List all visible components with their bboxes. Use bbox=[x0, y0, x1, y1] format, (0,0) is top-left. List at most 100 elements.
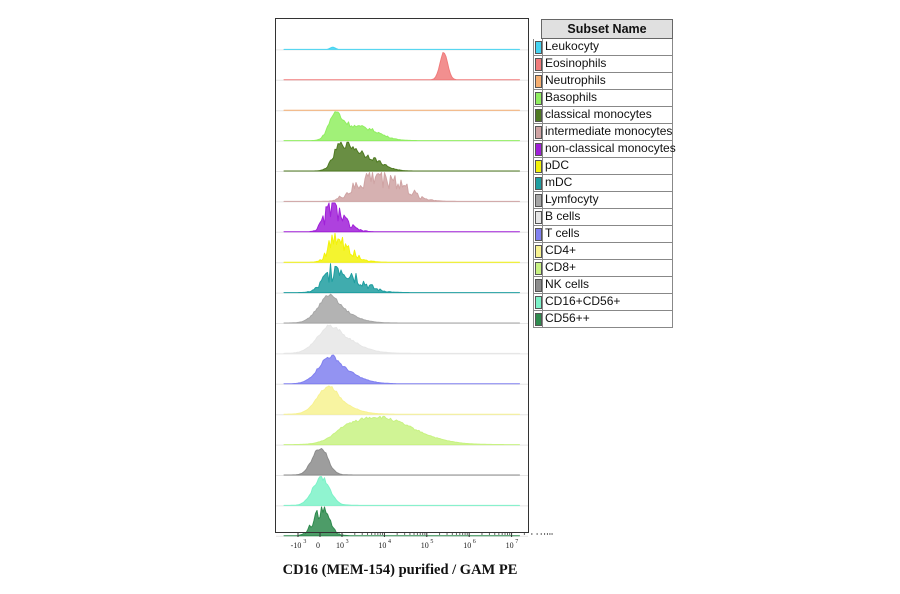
histogram-area bbox=[283, 141, 520, 172]
x-tick-label: 10 bbox=[463, 541, 471, 550]
histogram-area bbox=[283, 385, 520, 415]
histogram-area bbox=[283, 46, 520, 50]
histogram-nk-cells bbox=[276, 448, 528, 476]
histogram-area bbox=[283, 506, 520, 537]
histogram-non-classical-monocytes bbox=[276, 202, 528, 233]
histogram-area bbox=[283, 172, 520, 202]
histogram-area bbox=[283, 476, 520, 506]
legend-swatch bbox=[535, 211, 542, 224]
legend-swatch bbox=[535, 41, 542, 54]
legend-rows: Leukocyty Eosinophils Neutrophils Basophils… bbox=[533, 39, 676, 328]
legend-label: CD8+ bbox=[542, 260, 672, 276]
legend-item: pDC bbox=[533, 158, 673, 175]
histogram-area bbox=[283, 415, 520, 446]
legend-swatch bbox=[535, 92, 542, 105]
legend-swatch bbox=[535, 228, 542, 241]
legend-item: non-classical monocytes bbox=[533, 141, 676, 158]
legend-swatch bbox=[535, 262, 542, 275]
legend-item: CD56++ bbox=[533, 311, 673, 328]
legend-label: classical monocytes bbox=[542, 107, 672, 123]
plot-frame bbox=[275, 18, 529, 533]
histogram-basophils bbox=[276, 111, 528, 142]
histogram-area bbox=[283, 293, 520, 324]
legend-item: CD16+CD56+ bbox=[533, 294, 673, 311]
legend-item: Leukocyty bbox=[533, 39, 673, 56]
histogram-cd56- bbox=[276, 506, 528, 537]
x-tick-label: 10 bbox=[421, 541, 429, 550]
legend-title: Subset Name bbox=[541, 19, 673, 39]
legend-swatch bbox=[535, 279, 542, 292]
legend-item: intermediate monocytes bbox=[533, 124, 673, 141]
histogram-pdc bbox=[276, 232, 528, 264]
legend-item: B cells bbox=[533, 209, 673, 226]
legend-swatch bbox=[535, 296, 542, 309]
legend-swatch bbox=[535, 313, 542, 326]
histogram-leukocyty bbox=[276, 46, 528, 51]
legend-label: mDC bbox=[542, 175, 672, 191]
legend-item: mDC bbox=[533, 175, 673, 192]
legend-swatch bbox=[535, 58, 542, 71]
histogram-area bbox=[283, 202, 520, 233]
x-axis: -10 3 0 10 3 10 4 10 5 10 6 10 7 bbox=[291, 533, 553, 550]
legend-label: NK cells bbox=[542, 277, 672, 293]
legend-label: Eosinophils bbox=[542, 56, 672, 72]
legend-item: Eosinophils bbox=[533, 56, 673, 73]
legend-label: CD16+CD56+ bbox=[542, 294, 672, 310]
legend-label: CD4+ bbox=[542, 243, 672, 259]
histogram-t-cells bbox=[276, 354, 528, 385]
histogram-area bbox=[283, 263, 520, 294]
legend-label: non-classical monocytes bbox=[542, 141, 676, 157]
legend-item: T cells bbox=[533, 226, 673, 243]
x-tick-exponent: 3 bbox=[303, 539, 306, 545]
histogram-area bbox=[283, 354, 520, 385]
histogram-cd4- bbox=[276, 385, 528, 416]
legend-swatch bbox=[535, 143, 542, 156]
legend-swatch bbox=[535, 109, 542, 122]
legend-swatch bbox=[535, 160, 542, 173]
legend-item: Neutrophils bbox=[533, 73, 673, 90]
histogram-b-cells bbox=[276, 324, 528, 355]
histogram-mdc bbox=[276, 263, 528, 294]
legend-label: Leukocyty bbox=[542, 39, 672, 55]
legend-label: Basophils bbox=[542, 90, 672, 106]
histogram-cd8- bbox=[276, 415, 528, 446]
legend-item: Lymfocyty bbox=[533, 192, 673, 209]
histogram-lymfocyty bbox=[276, 293, 528, 324]
histogram-eosinophils bbox=[276, 52, 528, 81]
histogram-area bbox=[283, 52, 520, 81]
x-tick-label: 10 bbox=[336, 541, 344, 550]
x-axis-title: CD16 (MEM-154) purified / GAM PE bbox=[282, 562, 518, 578]
x-tick-exponent: 6 bbox=[473, 539, 476, 545]
legend-swatch bbox=[535, 177, 542, 190]
histogram-area bbox=[283, 324, 520, 354]
histogram-intermediate-monocytes bbox=[276, 172, 528, 203]
legend-item: CD4+ bbox=[533, 243, 673, 260]
histogram-area bbox=[283, 232, 520, 263]
histogram-classical-monocytes bbox=[276, 141, 528, 172]
legend: Subset Name Leukocyty Eosinophils Neutroph… bbox=[533, 19, 676, 328]
x-tick-label: 0 bbox=[316, 541, 320, 550]
legend-swatch bbox=[535, 245, 542, 258]
legend-label: pDC bbox=[542, 158, 672, 174]
histogram-area bbox=[283, 111, 520, 142]
x-tick-label: -10 bbox=[291, 541, 302, 550]
histogram-cd16-cd56- bbox=[276, 476, 528, 507]
x-tick-exponent: 3 bbox=[346, 539, 349, 545]
legend-swatch bbox=[535, 75, 542, 88]
legend-swatch bbox=[535, 126, 542, 139]
x-tick-exponent: 7 bbox=[515, 539, 518, 545]
legend-label: Lymfocyty bbox=[542, 192, 672, 208]
histogram-area bbox=[283, 448, 520, 476]
x-tick-label: 10 bbox=[378, 541, 386, 550]
legend-swatch bbox=[535, 194, 542, 207]
legend-label: T cells bbox=[542, 226, 672, 242]
histogram-lanes bbox=[276, 46, 528, 537]
x-tick-exponent: 4 bbox=[388, 539, 391, 545]
legend-label: B cells bbox=[542, 209, 672, 225]
legend-label: Neutrophils bbox=[542, 73, 672, 89]
histogram-neutrophils bbox=[276, 109, 528, 112]
legend-item: NK cells bbox=[533, 277, 673, 294]
legend-label: intermediate monocytes bbox=[542, 124, 672, 140]
legend-label: CD56++ bbox=[542, 311, 672, 327]
